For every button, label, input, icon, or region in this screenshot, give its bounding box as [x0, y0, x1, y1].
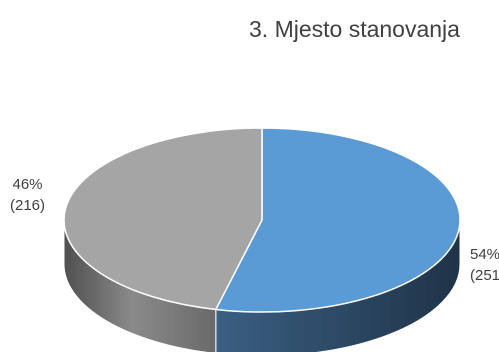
chart-title: 3. Mjesto stanovanja: [249, 16, 460, 42]
slice-label-blue: 54% (251): [470, 244, 499, 286]
slice-blue-count: (251): [470, 267, 499, 284]
slice-gray-percent: 46%: [12, 176, 43, 193]
slice-gray-count: (216): [10, 197, 46, 214]
slice-top-blue: [214, 127, 461, 313]
slice-label-gray: 46% (216): [10, 174, 45, 216]
slice-blue-percent: 54%: [470, 246, 499, 263]
slice-top-gray: [63, 127, 263, 311]
